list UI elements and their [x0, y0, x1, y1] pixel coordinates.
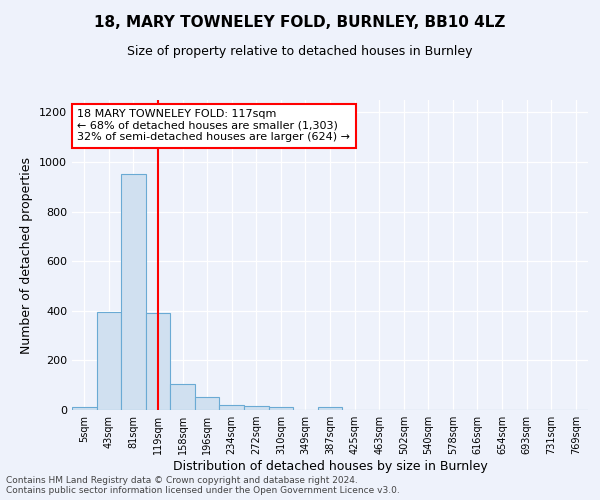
Bar — [170, 384, 195, 410]
Y-axis label: Number of detached properties: Number of detached properties — [20, 156, 34, 354]
Bar — [195, 397, 220, 410]
Bar — [244, 406, 269, 410]
Bar — [269, 407, 293, 410]
Text: 18, MARY TOWNELEY FOLD, BURNLEY, BB10 4LZ: 18, MARY TOWNELEY FOLD, BURNLEY, BB10 4L… — [94, 15, 506, 30]
Text: 18 MARY TOWNELEY FOLD: 117sqm
← 68% of detached houses are smaller (1,303)
32% o: 18 MARY TOWNELEY FOLD: 117sqm ← 68% of d… — [77, 110, 350, 142]
Bar — [146, 314, 170, 410]
Text: Contains HM Land Registry data © Crown copyright and database right 2024.
Contai: Contains HM Land Registry data © Crown c… — [6, 476, 400, 495]
X-axis label: Distribution of detached houses by size in Burnley: Distribution of detached houses by size … — [173, 460, 487, 473]
Bar — [220, 404, 244, 410]
Bar — [72, 407, 97, 410]
Bar — [318, 407, 342, 410]
Bar — [97, 312, 121, 410]
Bar — [121, 174, 146, 410]
Text: Size of property relative to detached houses in Burnley: Size of property relative to detached ho… — [127, 45, 473, 58]
